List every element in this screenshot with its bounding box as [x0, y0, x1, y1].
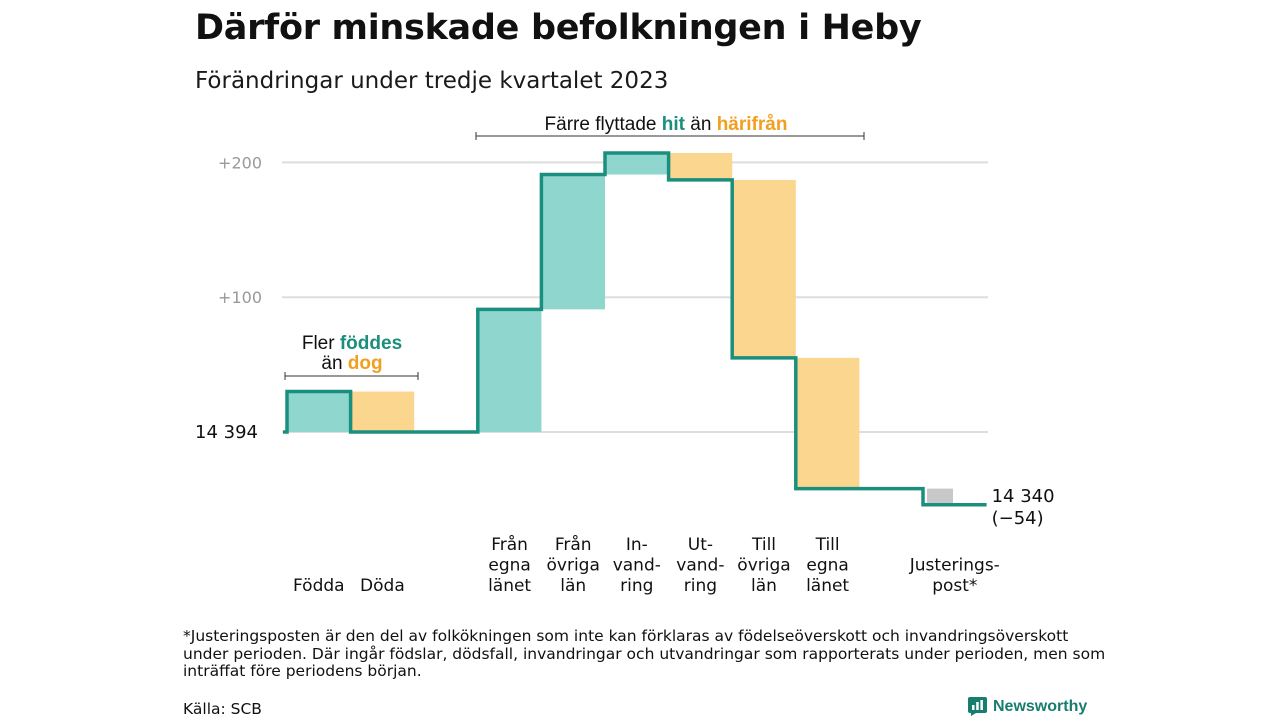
category-label: övriga	[547, 556, 600, 576]
annotation-births-line1: Fler föddes	[302, 333, 402, 354]
category-label: egna	[488, 556, 530, 576]
annotation-text: än	[321, 353, 347, 374]
category-label: Till	[751, 535, 776, 555]
category-label: övriga	[737, 556, 790, 576]
annotation-highlight: dog	[348, 353, 383, 374]
category-label: egna	[806, 556, 848, 576]
annotation-highlight: föddes	[340, 333, 402, 354]
bar-decrease	[732, 179, 796, 358]
y-tick-label: +200	[218, 153, 262, 172]
bar-increase	[287, 391, 351, 432]
chart-subtitle: Förändringar under tredje kvartalet 2023	[195, 68, 669, 94]
bars	[287, 152, 953, 505]
annotation-births-line2: än dog	[321, 353, 382, 374]
category-label: länet	[488, 576, 531, 596]
category-label: Till	[815, 535, 840, 555]
category-label: Födda	[293, 576, 345, 596]
step-line	[283, 151, 987, 507]
annotation-highlight: hit	[662, 114, 686, 135]
category-label: vand-	[613, 556, 661, 576]
bar-decrease	[795, 357, 860, 489]
category-label: Ut-	[688, 535, 713, 555]
annotation-text: Fler	[302, 333, 340, 354]
category-label: Justerings-	[909, 556, 1000, 576]
category-label: ring	[684, 576, 717, 596]
annotation-highlight: härifrån	[717, 114, 788, 135]
category-label: ring	[620, 576, 653, 596]
bar-decrease	[668, 152, 733, 180]
category-label: vand-	[676, 556, 724, 576]
annotation-text: Färre flyttade	[545, 114, 662, 135]
bar-adjustment	[927, 488, 953, 505]
annotation-text: än	[685, 114, 717, 135]
step-line-path	[283, 151, 987, 507]
bar-decrease	[350, 391, 415, 432]
chart-title: Därför minskade befolkningen i Heby	[195, 8, 922, 48]
footnote: *Justeringsposten är den del av folkökni…	[183, 627, 1106, 680]
category-label: länet	[806, 576, 849, 596]
category-label: In-	[626, 535, 648, 555]
y-tick-label: +100	[218, 288, 262, 307]
bar-increase	[541, 174, 605, 310]
end-change-label: (−54)	[992, 508, 1044, 529]
end-value-label: 14 340	[992, 486, 1055, 507]
category-label: Döda	[360, 576, 405, 596]
bar-increase	[477, 309, 542, 432]
category-label: Från	[491, 534, 528, 555]
category-label: län	[751, 576, 777, 596]
category-label: post*	[932, 576, 977, 596]
bar-increase	[605, 152, 669, 175]
category-label: län	[560, 576, 586, 596]
newsworthy-logo-icon	[968, 697, 987, 716]
brand-name: Newsworthy	[993, 697, 1088, 715]
brand-logo: Newsworthy	[968, 697, 1087, 716]
annotation-migration: Färre flyttade hit än härifrån	[545, 114, 788, 135]
start-value-label: 14 394	[195, 422, 258, 443]
source-note: Källa: SCB	[183, 700, 262, 718]
category-label: Från	[555, 534, 592, 555]
